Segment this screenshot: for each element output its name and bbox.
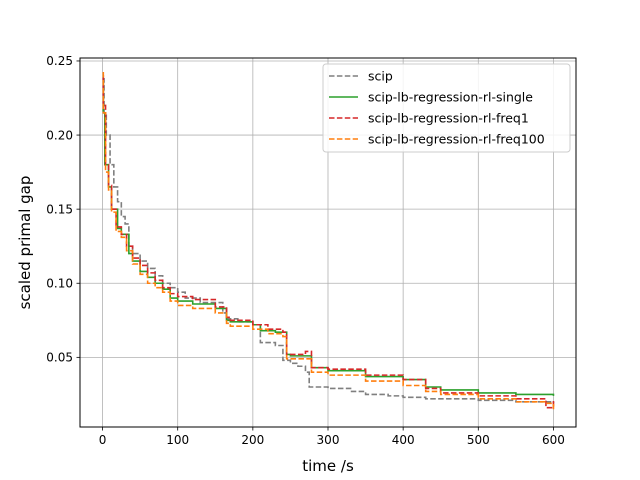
y-tick-label: 0.05 (46, 351, 73, 365)
legend-box (322, 63, 571, 153)
series-line-scip-lb-regression-rl-freq100 (102, 72, 555, 410)
legend-label: scip (368, 69, 393, 84)
x-tick-label: 300 (317, 433, 340, 447)
y-tick-label: 0.10 (46, 276, 73, 290)
x-axis-label: time /s (302, 457, 354, 475)
x-tick-label: 0 (99, 433, 107, 447)
legend: scip scip-lb-regression-rl-single scip-lb-… (322, 63, 571, 153)
legend-label: scip-lb-regression-rl-freq100 (368, 132, 545, 147)
y-axis-label: scaled primal gap (16, 176, 34, 310)
legend-label: scip-lb-regression-rl-freq1 (368, 111, 529, 126)
series-line-scip-lb-regression-rl-single (102, 80, 555, 396)
ticks: 0 100 200 300 400 500 600 0.05 0.10 0.15 0.20 0.25 (46, 54, 565, 447)
series-line-scip-lb-regression-rl-freq1 (102, 74, 555, 409)
series-layer (102, 72, 555, 410)
x-tick-label: 100 (166, 433, 189, 447)
y-tick-label: 0.20 (46, 128, 73, 142)
x-tick-label: 600 (542, 433, 565, 447)
series-line-scip (102, 77, 555, 404)
x-tick-label: 200 (241, 433, 264, 447)
x-tick-label: 400 (392, 433, 415, 447)
x-tick-label: 500 (467, 433, 490, 447)
y-tick-label: 0.15 (46, 202, 73, 216)
legend-label: scip-lb-regression-rl-single (368, 90, 533, 105)
y-tick-label: 0.25 (46, 54, 73, 68)
